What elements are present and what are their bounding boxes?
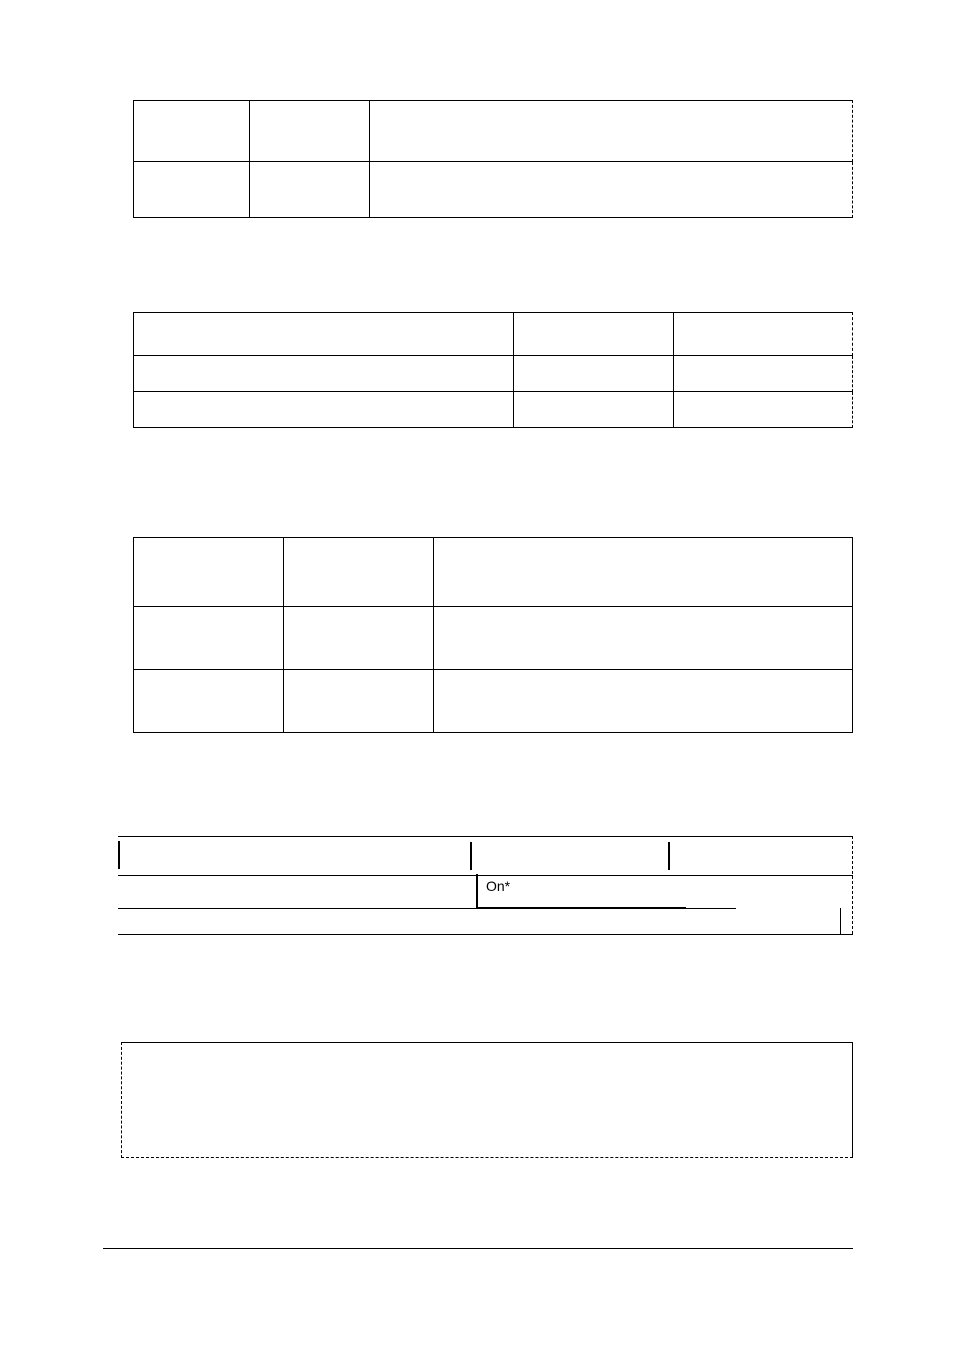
section-4-right-edge xyxy=(852,836,853,934)
section-4-row2-underline xyxy=(118,908,736,909)
table-cell xyxy=(133,312,513,356)
table-cell xyxy=(133,670,283,733)
table-cell xyxy=(283,537,433,607)
table-cell xyxy=(249,162,369,218)
table-cell xyxy=(513,356,673,392)
section-4-left-edge-bottom xyxy=(840,908,841,934)
table-2 xyxy=(133,312,853,428)
section-4-separator-2 xyxy=(668,842,670,870)
table-cell xyxy=(433,537,853,607)
table-cell xyxy=(133,537,283,607)
page: { "page": { "width_px": 954, "height_px"… xyxy=(0,0,954,1345)
table-cell xyxy=(433,670,853,733)
section-4-value-cell: On* xyxy=(476,874,686,908)
table-cell xyxy=(133,100,249,162)
table-cell xyxy=(133,392,513,428)
table-cell xyxy=(433,607,853,670)
table-1 xyxy=(133,100,853,218)
section-5-box xyxy=(121,1042,853,1158)
table-cell xyxy=(673,356,853,392)
section-4-left-edge-top xyxy=(118,841,120,869)
table-cell xyxy=(513,312,673,356)
table-cell xyxy=(513,392,673,428)
table-cell xyxy=(369,162,853,218)
table-cell xyxy=(249,100,369,162)
table-cell xyxy=(673,392,853,428)
table-cell xyxy=(283,670,433,733)
table-cell xyxy=(133,162,249,218)
table-cell xyxy=(369,100,853,162)
section-4: On* xyxy=(118,836,853,934)
section-4-separator-1 xyxy=(470,842,472,870)
table-cell xyxy=(133,607,283,670)
table-3 xyxy=(133,537,853,733)
section-4-row3-underline xyxy=(118,934,853,935)
table-cell xyxy=(673,312,853,356)
table-cell xyxy=(283,607,433,670)
table-cell xyxy=(133,356,513,392)
footer-rule xyxy=(103,1248,853,1249)
section-4-header xyxy=(118,836,853,876)
